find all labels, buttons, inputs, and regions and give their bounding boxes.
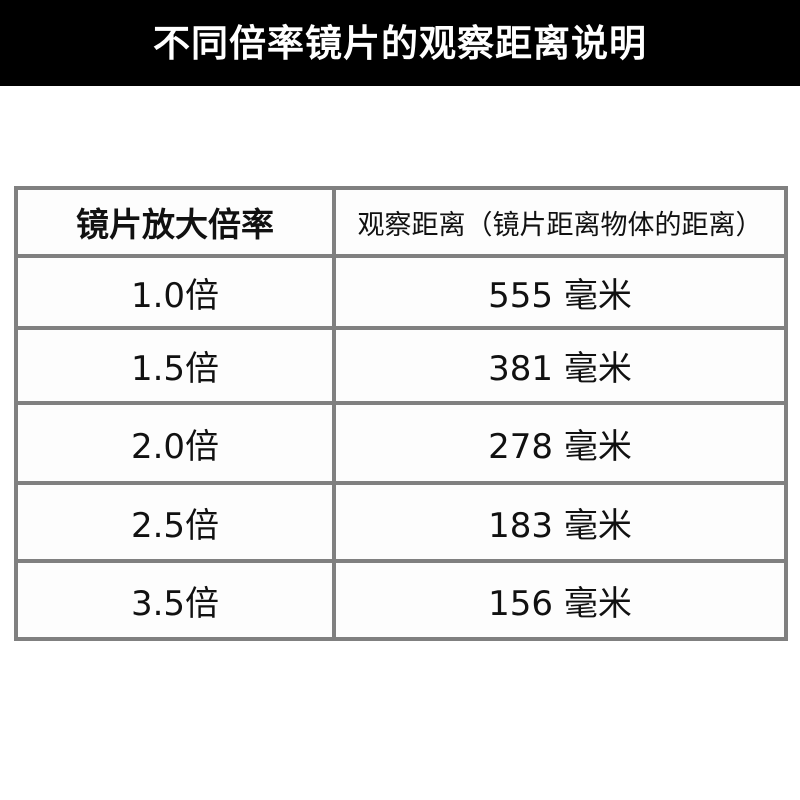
magnification-value: 2.0倍 — [130, 426, 220, 467]
cell-magnification: 1.0倍 — [14, 254, 336, 330]
table-row: 3.5倍 156 毫米 — [14, 559, 788, 641]
cell-distance: 278 毫米 — [332, 401, 788, 485]
table-row: 1.5倍 381 毫米 — [14, 326, 788, 405]
column-header-distance: 观察距离（镜片距离物体的距离） — [332, 186, 788, 258]
table-header-row: 镜片放大倍率 观察距离（镜片距离物体的距离） — [14, 186, 788, 258]
distance-value: 183 毫米 — [488, 505, 632, 546]
cell-magnification: 2.5倍 — [14, 481, 336, 563]
cell-distance: 156 毫米 — [332, 559, 788, 641]
magnification-value: 2.5倍 — [130, 505, 220, 546]
cell-magnification: 2.0倍 — [14, 401, 336, 485]
magnification-value: 1.0倍 — [130, 275, 220, 316]
page-title: 不同倍率镜片的观察距离说明 — [153, 21, 647, 65]
magnification-value: 1.5倍 — [130, 349, 220, 389]
cell-magnification: 1.5倍 — [14, 326, 336, 405]
magnification-value: 3.5倍 — [130, 583, 220, 624]
distance-value: 381 毫米 — [488, 349, 632, 389]
column-header-magnification-label: 镜片放大倍率 — [76, 205, 274, 244]
title-banner: 不同倍率镜片的观察距离说明 — [0, 0, 800, 86]
table-row: 2.0倍 278 毫米 — [14, 401, 788, 485]
table-row: 2.5倍 183 毫米 — [14, 481, 788, 563]
table-row: 1.0倍 555 毫米 — [14, 254, 788, 330]
distance-value: 278 毫米 — [488, 426, 632, 467]
column-header-magnification: 镜片放大倍率 — [14, 186, 336, 258]
cell-magnification: 3.5倍 — [14, 559, 336, 641]
distance-value: 555 毫米 — [488, 275, 632, 316]
cell-distance: 555 毫米 — [332, 254, 788, 330]
cell-distance: 381 毫米 — [332, 326, 788, 405]
column-header-distance-label: 观察距离（镜片距离物体的距离） — [357, 209, 763, 241]
magnification-distance-table: 镜片放大倍率 观察距离（镜片距离物体的距离） 1.0倍 555 毫米 1.5倍 … — [14, 186, 788, 641]
cell-distance: 183 毫米 — [332, 481, 788, 563]
distance-value: 156 毫米 — [488, 583, 632, 624]
